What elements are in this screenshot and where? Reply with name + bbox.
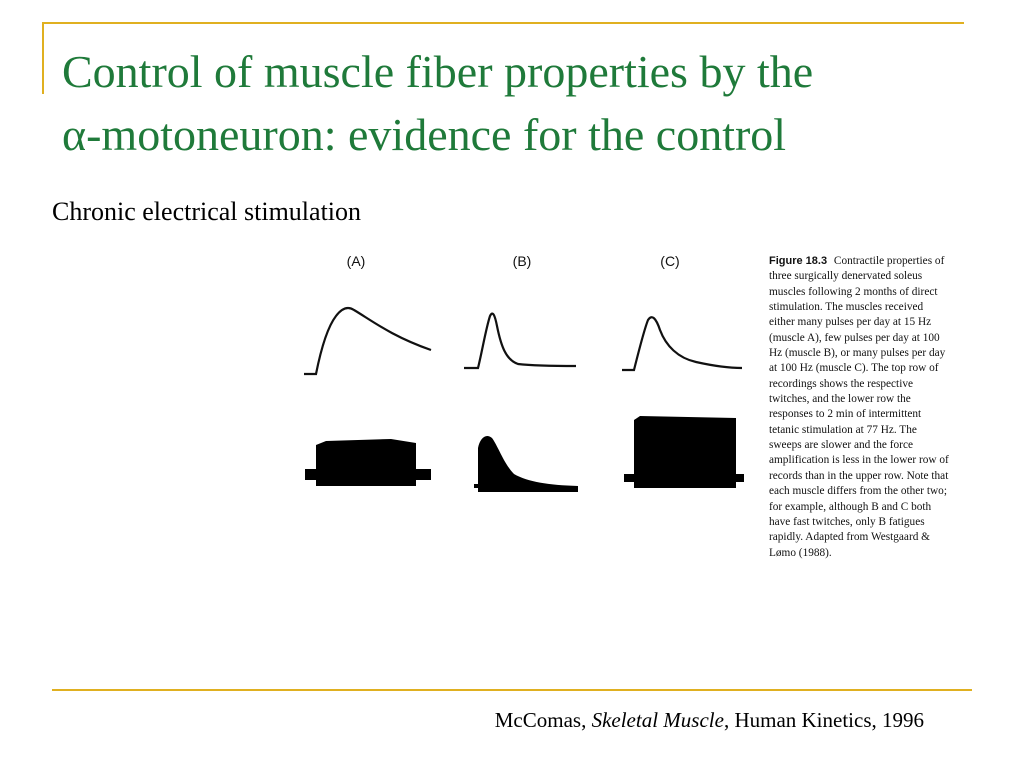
figure-caption: Figure 18.3 Contractile properties of th…: [769, 254, 949, 561]
figure-caption-text: Contractile properties of three surgical…: [769, 255, 949, 559]
panel-label-c: (C): [660, 253, 679, 269]
twitch-trace-a: [304, 306, 432, 376]
top-rule: [42, 22, 964, 24]
citation-author: McComas,: [494, 708, 587, 732]
figure-caption-label: Figure 18.3: [769, 255, 828, 267]
figure-recordings: (A) (B) (C): [304, 253, 744, 492]
tetanic-response-a: [305, 439, 431, 486]
tetanic-response-b: [474, 436, 578, 492]
citation: McComas, Skeletal Muscle, Human Kinetics…: [495, 708, 924, 733]
bottom-rule: [52, 689, 972, 691]
panel-labels: (A) (B) (C): [347, 253, 680, 269]
slide-title: Control of muscle fiber properties by th…: [62, 40, 1012, 166]
slide-title-line-2: α-motoneuron: evidence for the control: [62, 109, 787, 160]
slide-title-line-1: Control of muscle fiber properties by th…: [62, 46, 814, 97]
citation-publisher: , Human Kinetics, 1996: [723, 708, 924, 732]
twitch-trace-b: [464, 312, 577, 370]
panel-label-a: (A): [347, 253, 366, 269]
panel-label-b: (B): [513, 253, 532, 269]
slide-subtitle: Chronic electrical stimulation: [52, 197, 362, 226]
twitch-trace-c: [622, 316, 743, 372]
citation-book-title: Skeletal Muscle: [591, 708, 724, 732]
top-left-rule: [42, 22, 44, 94]
tetanic-response-c: [624, 416, 744, 488]
